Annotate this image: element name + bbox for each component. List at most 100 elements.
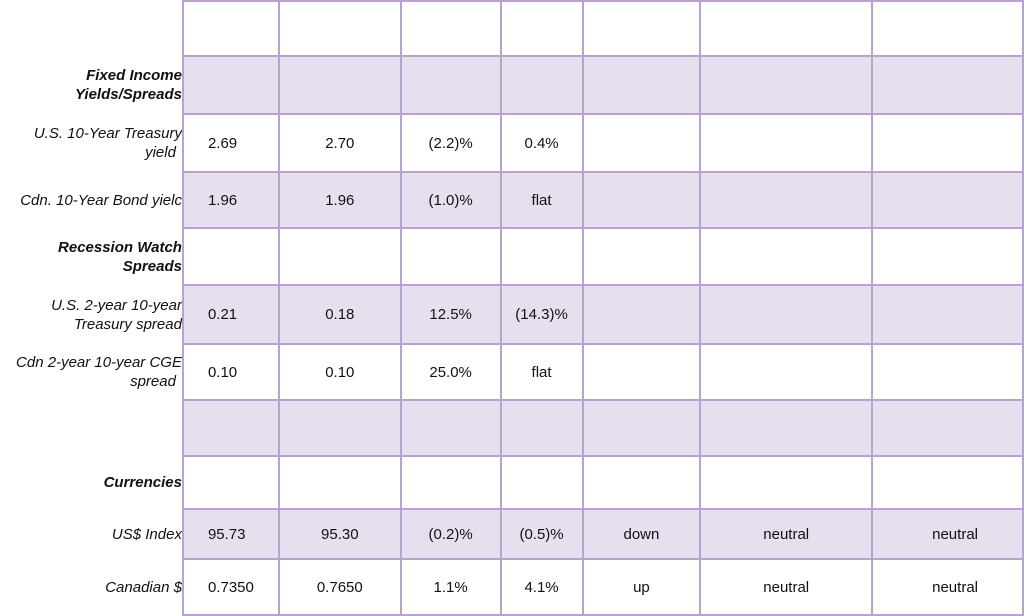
value-cell[interactable] <box>871 113 1024 173</box>
value-cell[interactable]: 1.96 <box>181 171 280 229</box>
row-label: US$ Index <box>0 509 183 559</box>
value-cell[interactable] <box>699 113 874 173</box>
value-cell[interactable] <box>399 399 502 457</box>
value-cell[interactable]: (0.5)% <box>499 508 584 560</box>
value-cell[interactable] <box>277 0 402 57</box>
value-cell[interactable]: neutral <box>871 558 1024 616</box>
value-cell[interactable] <box>399 227 502 286</box>
row-label <box>0 1 183 56</box>
value-cell[interactable] <box>581 343 702 401</box>
value-cell[interactable] <box>181 227 280 286</box>
table-row: Canadian $ 0.7350 0.7650 1.1% 4.1% up ne… <box>0 558 1024 616</box>
value-cell[interactable]: 2.69 <box>181 113 280 173</box>
table-row: Cdn. 10-Year Bond yielc 1.96 1.96 (1.0)%… <box>0 171 1024 229</box>
value-cell[interactable] <box>871 55 1024 115</box>
value-cell[interactable] <box>581 284 702 345</box>
value-cell[interactable]: flat <box>499 343 584 401</box>
value-cell[interactable]: 0.18 <box>277 284 402 345</box>
value-cell[interactable] <box>871 284 1024 345</box>
value-cell[interactable] <box>581 171 702 229</box>
value-cell[interactable]: (14.3)% <box>499 284 584 345</box>
value-cell[interactable]: 0.7350 <box>181 558 280 616</box>
value-cell[interactable]: (2.2)% <box>399 113 502 173</box>
value-cell[interactable] <box>871 399 1024 457</box>
value-cell[interactable] <box>277 227 402 286</box>
value-cell[interactable]: 12.5% <box>399 284 502 345</box>
table-row: U.S. 2-year 10-year Treasury spread 0.21 … <box>0 284 1024 345</box>
value-cell[interactable] <box>277 455 402 510</box>
value-cell[interactable] <box>499 399 584 457</box>
value-cell[interactable] <box>181 455 280 510</box>
value-cell[interactable] <box>699 399 874 457</box>
row-label: U.S. 10-Year Treasury yield <box>0 114 183 172</box>
table-row <box>0 0 1024 57</box>
value-cell[interactable] <box>277 55 402 115</box>
value-cell[interactable] <box>581 113 702 173</box>
value-cell[interactable] <box>399 55 502 115</box>
table-row: Recession Watch Spreads <box>0 227 1024 286</box>
value-cell[interactable]: 0.21 <box>181 284 280 345</box>
table-row <box>0 399 1024 457</box>
value-cell[interactable] <box>277 399 402 457</box>
table-row: Currencies <box>0 455 1024 510</box>
row-label: U.S. 2-year 10-year Treasury spread <box>0 285 183 344</box>
value-cell[interactable] <box>581 55 702 115</box>
table-row: Cdn 2-year 10-year CGE spread 0.10 0.10 2… <box>0 343 1024 401</box>
value-cell[interactable]: 95.73 <box>181 508 280 560</box>
value-cell[interactable] <box>181 55 280 115</box>
value-cell[interactable] <box>499 455 584 510</box>
value-cell[interactable]: (1.0)% <box>399 171 502 229</box>
value-cell[interactable] <box>871 171 1024 229</box>
value-cell[interactable] <box>181 399 280 457</box>
value-cell[interactable]: 0.10 <box>181 343 280 401</box>
value-cell[interactable] <box>699 227 874 286</box>
value-cell[interactable] <box>699 284 874 345</box>
value-cell[interactable]: neutral <box>699 558 874 616</box>
section-header-label: Recession Watch Spreads <box>0 228 183 285</box>
value-cell[interactable]: up <box>581 558 702 616</box>
value-cell[interactable] <box>581 227 702 286</box>
row-label: Cdn 2-year 10-year CGE spread <box>0 344 183 400</box>
value-cell[interactable] <box>181 0 280 57</box>
value-cell[interactable] <box>399 455 502 510</box>
value-cell[interactable] <box>699 171 874 229</box>
value-cell[interactable] <box>581 399 702 457</box>
value-cell[interactable]: 0.4% <box>499 113 584 173</box>
value-cell[interactable]: flat <box>499 171 584 229</box>
value-cell[interactable]: 4.1% <box>499 558 584 616</box>
section-header-label: Currencies <box>0 456 183 509</box>
table-row: U.S. 10-Year Treasury yield 2.69 2.70 (2.… <box>0 113 1024 173</box>
value-cell[interactable]: (0.2)% <box>399 508 502 560</box>
value-cell[interactable] <box>871 343 1024 401</box>
value-cell[interactable] <box>499 55 584 115</box>
value-cell[interactable]: 0.7650 <box>277 558 402 616</box>
value-cell[interactable]: down <box>581 508 702 560</box>
value-cell[interactable] <box>499 0 584 57</box>
value-cell[interactable] <box>871 455 1024 510</box>
row-label <box>0 400 183 456</box>
value-cell[interactable] <box>699 343 874 401</box>
value-cell[interactable]: 1.1% <box>399 558 502 616</box>
value-cell[interactable] <box>581 0 702 57</box>
value-cell[interactable]: 25.0% <box>399 343 502 401</box>
value-cell[interactable]: 2.70 <box>277 113 402 173</box>
value-cell[interactable] <box>871 0 1024 57</box>
value-cell[interactable] <box>399 0 502 57</box>
value-cell[interactable]: neutral <box>699 508 874 560</box>
value-cell[interactable] <box>699 0 874 57</box>
value-cell[interactable] <box>581 455 702 510</box>
value-cell[interactable]: 1.96 <box>277 171 402 229</box>
value-cell[interactable] <box>871 227 1024 286</box>
row-label: Cdn. 10-Year Bond yielc <box>0 172 183 228</box>
value-cell[interactable]: 0.10 <box>277 343 402 401</box>
row-label: Canadian $ <box>0 559 183 615</box>
section-header-label: Fixed Income Yields/Spreads <box>0 56 183 114</box>
value-cell[interactable] <box>699 455 874 510</box>
table-row: Fixed Income Yields/Spreads <box>0 55 1024 115</box>
value-cell[interactable]: 95.30 <box>277 508 402 560</box>
value-cell[interactable] <box>699 55 874 115</box>
value-cell[interactable] <box>499 227 584 286</box>
value-cell[interactable]: neutral <box>871 508 1024 560</box>
table-row: US$ Index 95.73 95.30 (0.2)% (0.5)% down… <box>0 508 1024 560</box>
